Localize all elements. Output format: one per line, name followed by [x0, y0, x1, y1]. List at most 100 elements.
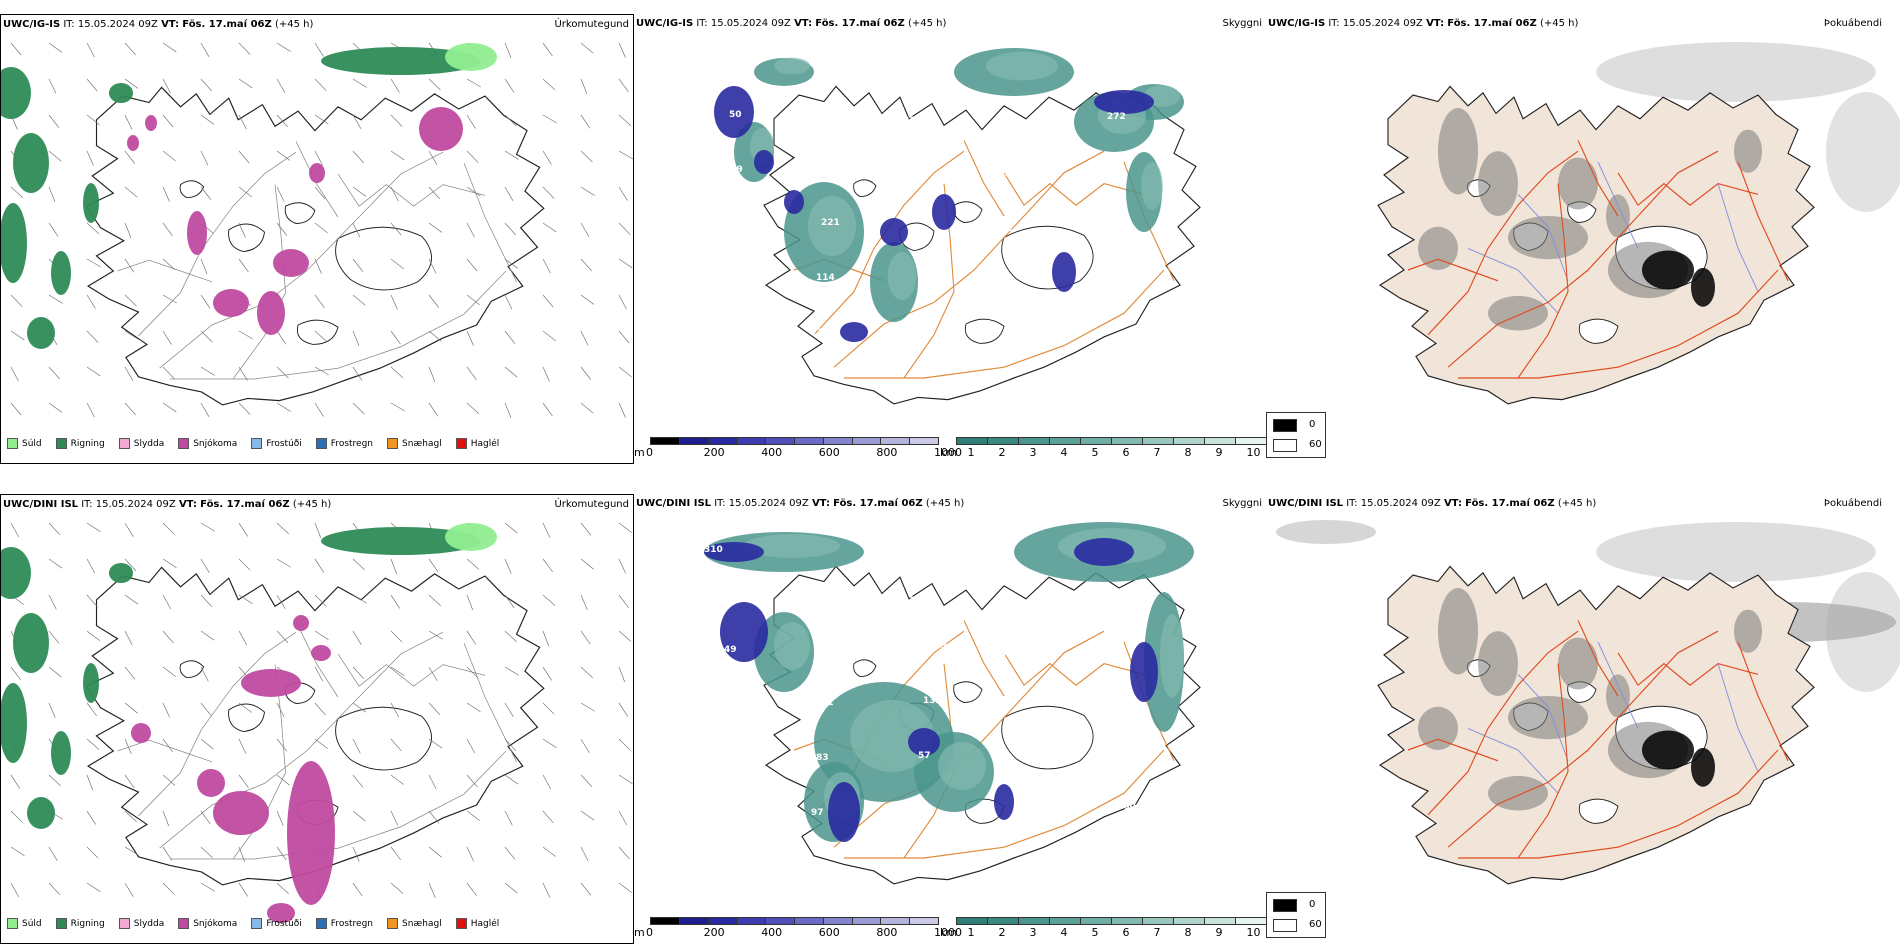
product-title: Þokuábendi — [1823, 18, 1882, 29]
fog-legend-swatch — [1273, 919, 1297, 932]
colorbar-tick: 6 — [1122, 926, 1130, 939]
visibility-value-label: 87 — [913, 806, 926, 816]
visibility-value-label: 100 — [719, 220, 738, 230]
visibility-bar-km: km 1 2 3 4 5 6 7 8 9 10 — [940, 437, 1266, 463]
colorbar-segment — [650, 437, 680, 445]
fog-legend-label: 0 — [1309, 419, 1316, 430]
visibility-value-label: 98 — [1097, 702, 1110, 712]
colorbar-unit: km — [940, 446, 958, 459]
visibility-value-label: 117 — [1000, 169, 1019, 179]
legend-item: Slydda — [118, 918, 164, 929]
precip-legend: Súld Rigning Slydda Snjókoma Frostúði Frostre… — [7, 918, 513, 929]
fog-map — [1276, 520, 1900, 885]
visibility-value-label: 285 — [918, 271, 937, 281]
fog-panel-bottom: UWC/DINI ISL IT: 15.05.2024 09Z VT: Fös.… — [1266, 494, 1900, 944]
colorbar-segment — [987, 917, 1019, 925]
visibility-value-label: 90 — [1025, 694, 1038, 704]
colorbar-tick: 3 — [1029, 446, 1037, 459]
colorbar-tick: 4 — [1060, 926, 1068, 939]
visibility-value-label: 239 — [724, 165, 743, 175]
colorbar-segment — [909, 917, 939, 925]
colorbar-segment — [678, 917, 709, 925]
colorbar-tick: 10 — [1246, 446, 1261, 459]
legend-swatch — [315, 918, 327, 929]
precip-map — [1, 42, 633, 418]
colorbar-tick: 200 — [703, 926, 725, 939]
visibility-value-label: 97 — [811, 808, 824, 818]
visibility-value-label: 65 — [1005, 594, 1018, 604]
fog-legend-swatch — [1273, 419, 1297, 432]
colorbar-segment — [1142, 917, 1174, 925]
legend-swatch — [251, 438, 263, 449]
visibility-value-label: 160 — [1117, 802, 1136, 812]
legend-label: Súld — [22, 438, 42, 449]
precip-panel-bottom: UWC/DINI ISL IT: 15.05.2024 09Z VT: Fös.… — [0, 494, 634, 944]
colorbar-tick: 2 — [998, 926, 1006, 939]
colorbar-segment — [1080, 917, 1112, 925]
legend-swatch — [178, 918, 190, 929]
product-title: Þokuábendi — [1823, 498, 1882, 509]
colorbar-tick: 10 — [1246, 926, 1261, 939]
colorbar-segment — [1173, 437, 1205, 445]
visibility-map: 310 190 105 78 63 108 197 136 66 98 250 97 92 65 73 136… — [704, 522, 1201, 885]
colorbar-segment — [1204, 917, 1236, 925]
visibility-value-label: 63 — [1092, 757, 1105, 767]
visibility-value-label: 136 — [719, 700, 738, 710]
legend-item: Snæhagl — [387, 918, 442, 929]
visibility-value-label: 310 — [704, 545, 723, 555]
legend-swatch — [55, 918, 67, 929]
legend-swatch — [387, 438, 399, 449]
product-title: Skyggni — [1222, 498, 1262, 509]
visibility-value-label: 66 — [1000, 649, 1013, 659]
colorbar-segment — [880, 917, 911, 925]
visibility-value-label: 82 — [1107, 592, 1120, 602]
colorbar-tick: 4 — [1060, 446, 1068, 459]
visibility-value-label: 49 — [724, 645, 737, 655]
legend-label: Rigning — [70, 438, 105, 449]
visibility-value-label: 50 — [729, 110, 742, 120]
legend-swatch — [55, 438, 67, 449]
visibility-value-label: 197 — [806, 863, 825, 873]
visibility-value-label: 71 — [821, 698, 834, 708]
colorbar-tick: 7 — [1153, 446, 1161, 459]
colorbar-segment — [1018, 917, 1050, 925]
legend-swatch — [455, 918, 467, 929]
colorbar-segment — [707, 437, 738, 445]
visibility-value-label: 109 — [1010, 379, 1029, 389]
colorbar-segment — [1142, 437, 1174, 445]
visibility-value-label: 81 — [801, 118, 814, 128]
colorbar-segment — [1204, 437, 1236, 445]
fog-map — [1377, 42, 1900, 405]
legend-item: Frostúði — [251, 438, 302, 449]
colorbar-segment — [1018, 437, 1050, 445]
colorbar-tick: 8 — [1184, 446, 1192, 459]
fog-legend: 0 60 — [1266, 412, 1326, 458]
colorbar-tick: 2 — [998, 446, 1006, 459]
visibility-value-label: 101 — [1102, 167, 1121, 177]
colorbar-segment — [736, 437, 767, 445]
visibility-panel-bottom: UWC/DINI ISL IT: 15.05.2024 09Z VT: Fös.… — [634, 494, 1266, 944]
colorbar-segment — [987, 437, 1019, 445]
visibility-value-label: 504 — [831, 588, 850, 598]
colorbar-segment — [1080, 437, 1112, 445]
visibility-value-label: 331 — [1112, 857, 1131, 867]
legend-swatch — [7, 438, 18, 449]
visibility-value-label: 114 — [816, 273, 835, 283]
legend-item: Snæhagl — [387, 438, 442, 449]
visibility-value-label: 78 — [995, 704, 1008, 714]
colorbar-unit: m — [634, 446, 645, 459]
legend-item: Frostúði — [251, 918, 302, 929]
precip-panel-top: UWC/IG-IS IT: 15.05.2024 09Z VT: Fös. 17… — [0, 14, 634, 464]
fog-legend-swatch — [1273, 899, 1297, 912]
colorbar-tick: 1 — [967, 446, 975, 459]
visibility-value-label: 137 — [908, 381, 927, 391]
colorbar-segment — [707, 917, 738, 925]
legend-label: Snæhagl — [402, 918, 442, 929]
visibility-value-label: 83 — [816, 753, 829, 763]
panel-header: UWC/DINI ISL IT: 15.05.2024 09Z VT: Fös.… — [1268, 498, 1597, 509]
visibility-value-label: 132 — [923, 696, 942, 706]
colorbar-tick: 1 — [967, 926, 975, 939]
legend-swatch — [315, 438, 327, 449]
legend-label: Frostregn — [330, 438, 374, 449]
legend-label: Frostregn — [330, 918, 374, 929]
